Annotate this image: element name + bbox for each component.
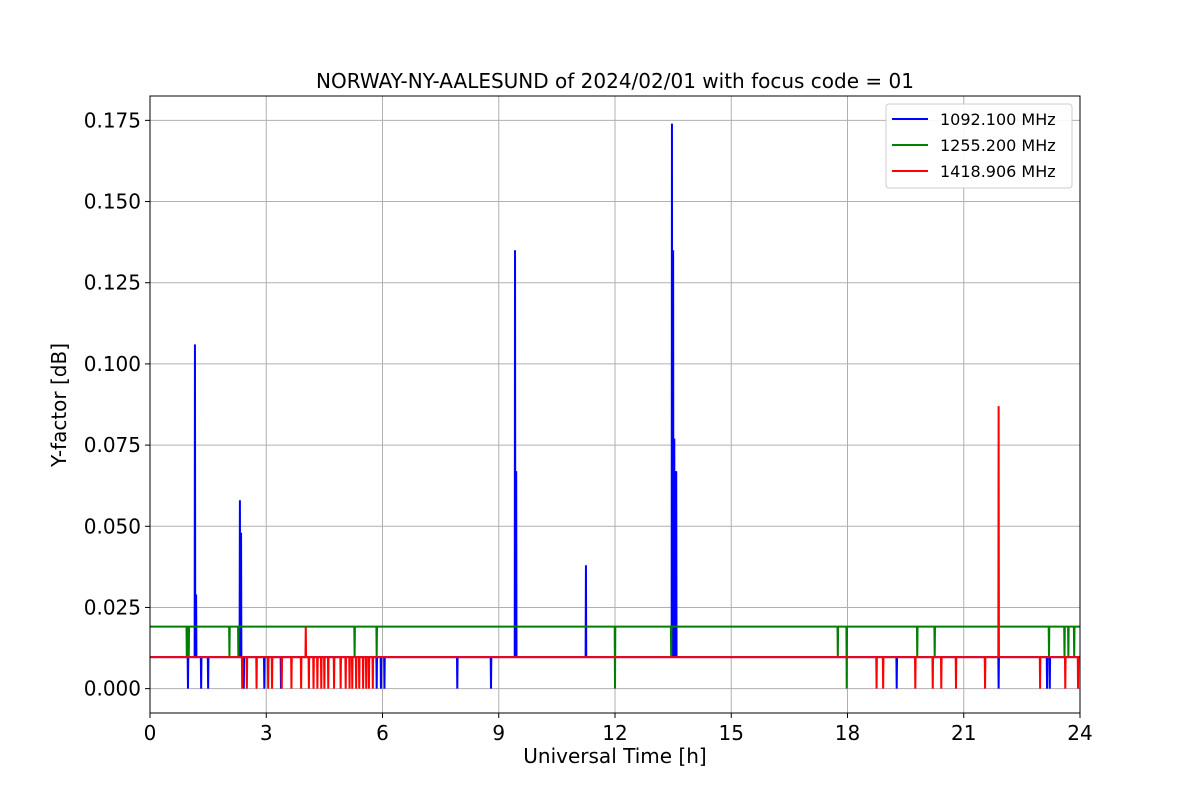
y-tick-label: 0.175 (84, 108, 141, 132)
ticks: 0 3 6 9 12 15 18 21 24 0.000 0.025 0.050 0.075 0.100 0… (84, 108, 1093, 745)
x-tick-label: 21 (951, 721, 976, 745)
x-tick-label: 18 (835, 721, 860, 745)
legend-box (885, 103, 1073, 189)
legend-label: 1255.200 MHz (940, 136, 1056, 155)
chart-title: NORWAY-NY-AALESUND of 2024/02/01 with fo… (316, 69, 914, 93)
x-tick-label: 15 (719, 721, 744, 745)
x-tick-label: 6 (376, 721, 389, 745)
y-tick-label: 0.025 (84, 595, 141, 619)
series-2 (150, 625, 1080, 689)
y-axis-label: Y-factor [dB] (47, 343, 71, 468)
legend: 1092.100 MHz 1255.200 MHz 1418.906 MHz (885, 103, 1073, 189)
y-tick-label: 0.075 (84, 433, 141, 457)
y-tick-label: 0.000 (84, 677, 141, 701)
x-tick-label: 9 (492, 721, 505, 745)
legend-label: 1418.906 MHz (940, 162, 1056, 181)
x-tick-label: 24 (1067, 721, 1092, 745)
series-3 (150, 406, 1080, 689)
y-tick-label: 0.125 (84, 271, 141, 295)
series-line-2 (150, 625, 1080, 689)
x-tick-label: 12 (602, 721, 627, 745)
y-tick-label: 0.150 (84, 190, 141, 214)
series-layer (150, 123, 1080, 689)
x-tick-label: 0 (144, 721, 157, 745)
y-tick-label: 0.100 (84, 352, 141, 376)
x-tick-label: 3 (260, 721, 273, 745)
y-tick-label: 0.050 (84, 514, 141, 538)
x-axis-label: Universal Time [h] (523, 744, 706, 768)
legend-label: 1092.100 MHz (940, 110, 1056, 129)
series-line-3 (150, 406, 1080, 689)
